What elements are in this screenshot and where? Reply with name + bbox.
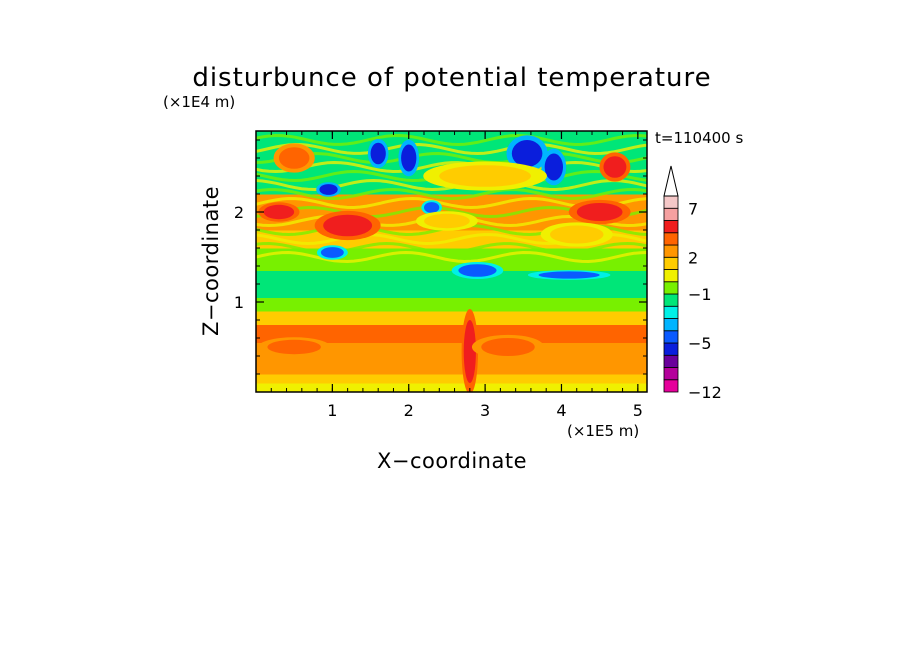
field-feature (576, 203, 623, 221)
field-wave (256, 151, 647, 165)
y-tick-label: 2 (234, 203, 244, 222)
colorbar-segment (663, 244, 679, 258)
colorbar-segment (663, 220, 679, 234)
field-feature (320, 247, 344, 258)
colorbar-segment (663, 318, 679, 332)
field-feature (424, 213, 470, 229)
x-axis-unit: (×1E5 m) (567, 422, 639, 440)
y-axis-unit: (×1E4 m) (163, 93, 235, 111)
x-tick-label: 2 (404, 401, 414, 420)
field-feature (538, 271, 600, 279)
field-feature (463, 320, 476, 383)
colorbar-segment (663, 293, 679, 307)
colorbar-segment (663, 195, 679, 209)
field-wave (256, 142, 647, 156)
field-band (256, 311, 647, 325)
y-tick-label: 1 (234, 293, 244, 312)
colorbar-segment (663, 281, 679, 295)
field-feature (603, 156, 627, 178)
field-feature (481, 338, 535, 356)
field-feature (263, 204, 295, 220)
colorbar: −12−5−127 (663, 165, 722, 402)
field-feature (550, 225, 604, 244)
field-wave (256, 187, 647, 201)
field-band (256, 383, 647, 392)
colorbar-tick-label: −1 (688, 285, 712, 304)
field-band (256, 374, 647, 384)
colorbar-segment (663, 305, 679, 319)
field-feature (458, 264, 497, 277)
field-band (256, 297, 647, 312)
y-axis-label: Z−coordinate (199, 186, 223, 336)
x-axis-ticks: 1 2 3 4 5 (270, 131, 643, 420)
x-tick-label: 1 (327, 401, 337, 420)
field-feature (278, 147, 310, 169)
colorbar-segment (663, 330, 679, 344)
colorbar-segment (663, 207, 679, 221)
field-wave (256, 250, 647, 264)
colorbar-segment (663, 354, 679, 368)
x-tick-label: 5 (633, 401, 643, 420)
field-feature (511, 140, 543, 167)
field-feature (439, 165, 531, 187)
colorbar-segment (663, 367, 679, 381)
x-axis-label: X−coordinate (377, 449, 527, 473)
time-label: t=110400 s (655, 129, 743, 147)
colorbar-segment (663, 379, 679, 393)
colorbar-segment (663, 256, 679, 270)
colorbar-extend-arrow (663, 165, 679, 197)
colorbar-segment (663, 232, 679, 246)
contour-field (256, 131, 647, 392)
field-feature (323, 214, 373, 237)
colorbar-segment (663, 269, 679, 283)
chart-title: disturbunce of potential temperature (192, 63, 711, 93)
field-feature (401, 144, 417, 172)
field-band (256, 324, 647, 343)
field-wave (256, 133, 647, 147)
colorbar-tick-label: −12 (688, 383, 722, 402)
y-axis-ticks: 12 (234, 139, 647, 375)
x-tick-label: 4 (556, 401, 566, 420)
x-tick-label: 3 (480, 401, 490, 420)
colorbar-tick-label: 2 (688, 248, 698, 267)
field-feature (424, 202, 440, 213)
field-wave (256, 160, 647, 174)
field-feature (544, 153, 563, 181)
plot-frame (255, 130, 648, 393)
field-feature (319, 184, 338, 195)
field-feature (370, 142, 386, 165)
colorbar-tick-label: 7 (688, 199, 698, 218)
colorbar-segment (663, 342, 679, 356)
colorbar-tick-label: −5 (688, 334, 712, 353)
field-feature (267, 339, 321, 355)
